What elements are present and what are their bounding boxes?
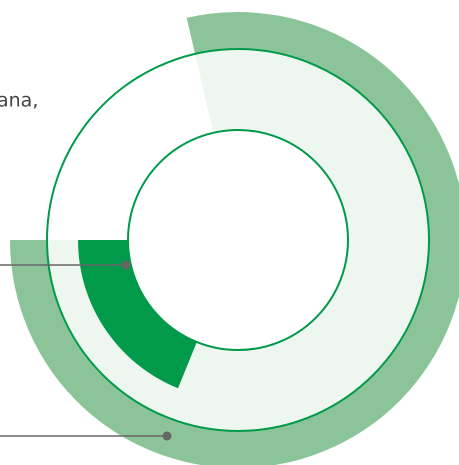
leader-dot (121, 260, 131, 270)
outer-ring (46, 48, 430, 432)
label-fragment: ana, (0, 90, 38, 112)
leader-dot (162, 431, 172, 441)
inner-ring (127, 129, 349, 351)
highlight-sector (78, 240, 197, 389)
